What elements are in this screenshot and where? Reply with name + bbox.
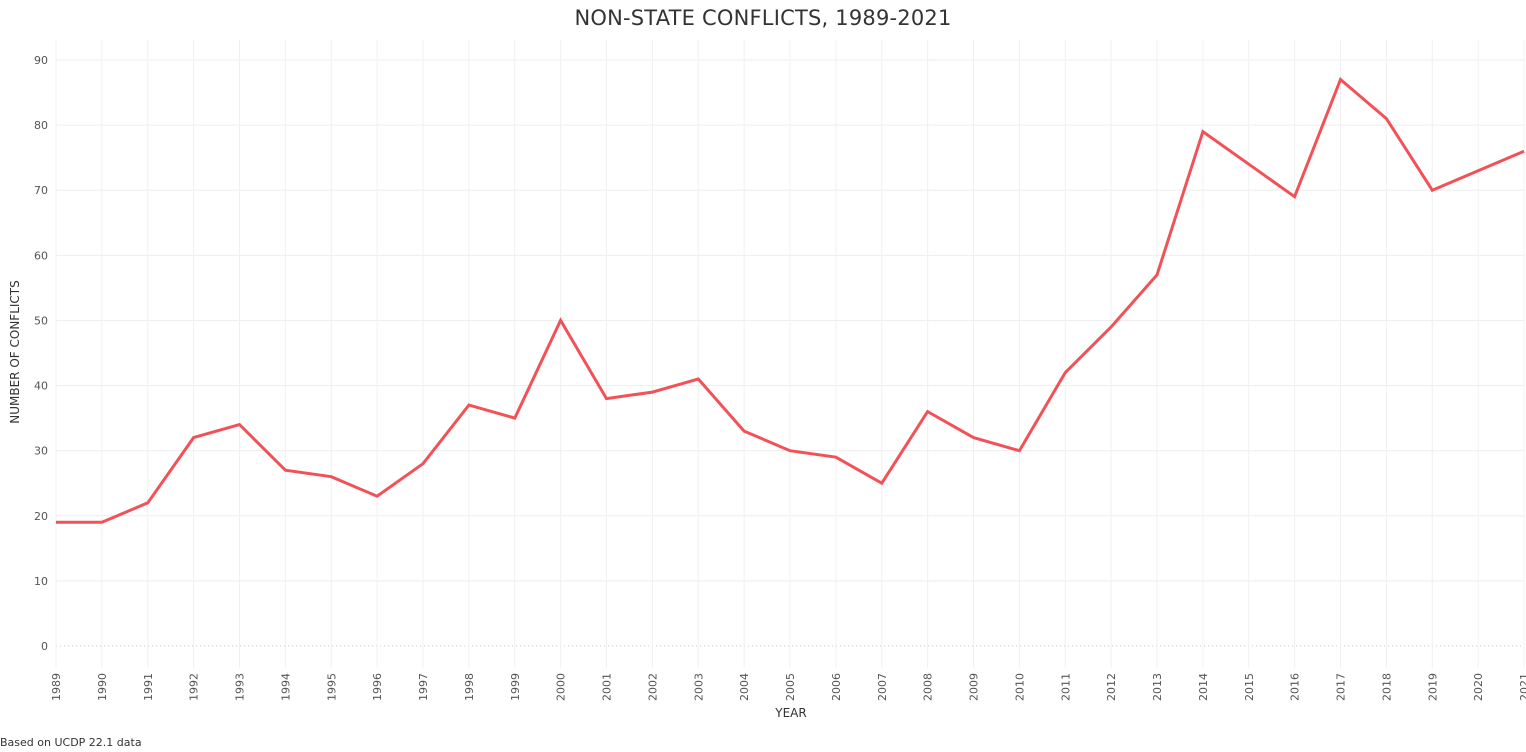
- y-tick-label: 80: [34, 119, 48, 132]
- y-tick-label: 20: [34, 510, 48, 523]
- series-line: [56, 76, 1525, 524]
- x-tick-label: 2016: [1289, 673, 1302, 701]
- x-tick-label: 2000: [555, 673, 568, 701]
- x-tick-label: 2004: [738, 673, 751, 701]
- x-tick-label: 2014: [1197, 673, 1210, 701]
- x-axis-label: YEAR: [774, 706, 806, 720]
- x-tick-label: 1993: [234, 673, 247, 701]
- y-tick-label: 90: [34, 54, 48, 67]
- x-tick-label: 2010: [1013, 673, 1026, 701]
- y-tick-label: 60: [34, 249, 48, 262]
- x-tick-label: 1995: [325, 673, 338, 701]
- x-tick-label: 1994: [279, 673, 292, 701]
- y-tick-label: 30: [34, 445, 48, 458]
- x-tick-label: 2018: [1380, 673, 1393, 701]
- x-tick-label: 2005: [784, 673, 797, 701]
- x-tick-label: 2002: [646, 673, 659, 701]
- x-tick-label: 1997: [417, 673, 430, 701]
- y-axis-ticks: 0 10 20 30 40 50 60 70 80 90: [34, 54, 48, 653]
- y-tick-label: 0: [41, 640, 48, 653]
- x-tick-label: 2011: [1059, 673, 1072, 701]
- x-tick-label: 1996: [371, 673, 384, 701]
- x-tick-label: 2007: [876, 673, 889, 701]
- x-tick-label: 1990: [96, 673, 109, 701]
- x-tick-label: 2015: [1243, 673, 1256, 701]
- x-tick-label: 2020: [1472, 673, 1485, 701]
- x-tick-label: 2017: [1335, 673, 1348, 701]
- y-tick-label: 40: [34, 380, 48, 393]
- source-note: Based on UCDP 22.1 data: [0, 736, 142, 749]
- x-tick-label: 1989: [50, 673, 63, 701]
- y-tick-label: 10: [34, 575, 48, 588]
- x-tick-label: 2013: [1151, 673, 1164, 701]
- x-tick-label: 2009: [968, 673, 981, 701]
- x-axis-ticks: 1989 1990 1991 1992 1993 1994 1995 1996 1997 1998…: [50, 673, 1526, 701]
- chart-title: NON-STATE CONFLICTS, 1989-2021: [574, 6, 952, 30]
- series-layer: [55, 76, 1525, 524]
- y-axis-label: NUMBER OF CONFLICTS: [8, 280, 22, 424]
- x-tick-label: 1991: [142, 673, 155, 701]
- x-tick-label: 2001: [601, 673, 614, 701]
- x-tick-label: 2012: [1105, 673, 1118, 701]
- x-tick-label: 2008: [922, 673, 935, 701]
- gridlines: [55, 40, 1525, 668]
- y-tick-label: 50: [34, 314, 48, 327]
- x-tick-label: 2019: [1426, 673, 1439, 701]
- x-tick-label: 2003: [692, 673, 705, 701]
- x-tick-label: 1999: [509, 673, 522, 701]
- x-tick-label: 1998: [463, 673, 476, 701]
- y-tick-label: 70: [34, 184, 48, 197]
- x-tick-label: 2006: [830, 673, 843, 701]
- x-tick-label: 2021: [1518, 673, 1526, 701]
- x-tick-label: 1992: [188, 673, 201, 701]
